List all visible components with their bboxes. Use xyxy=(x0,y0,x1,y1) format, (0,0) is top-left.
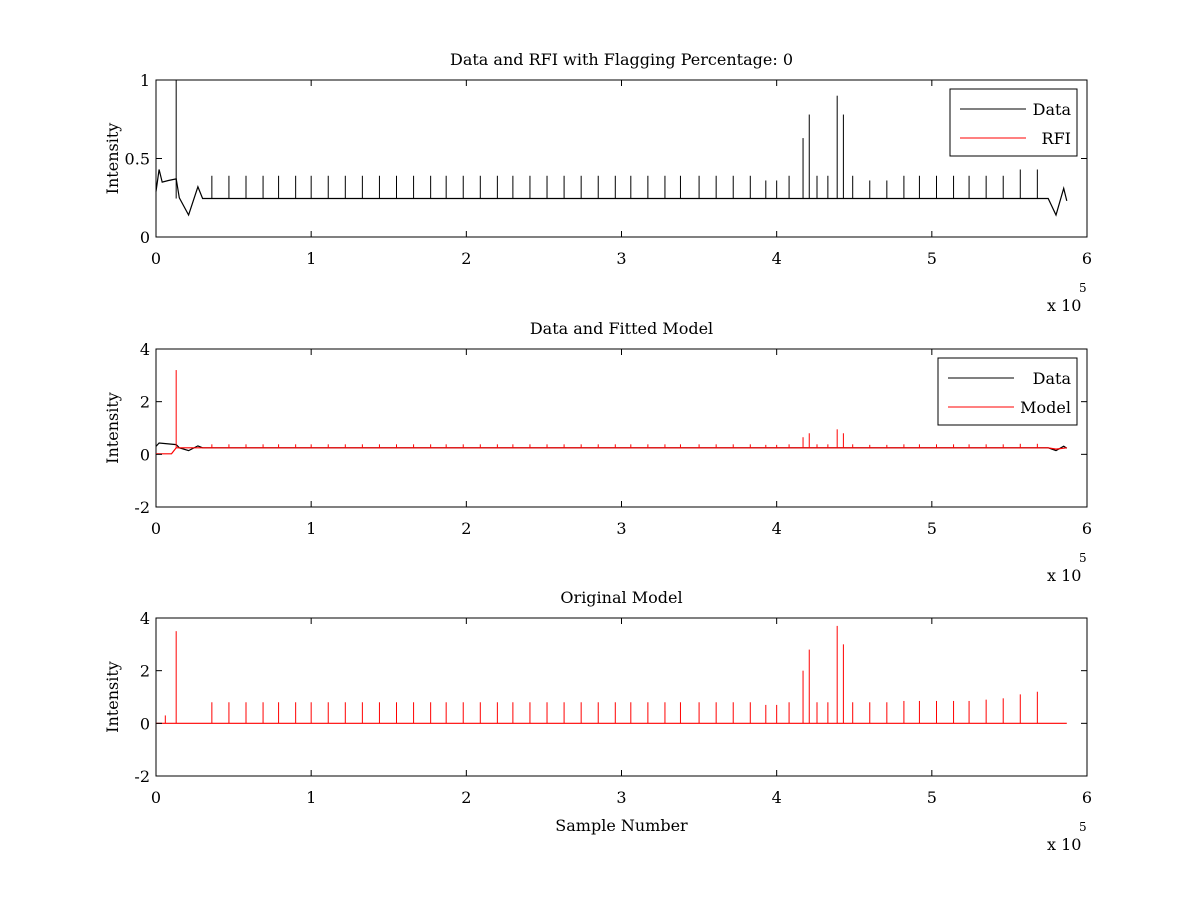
x-tick-label: 1 xyxy=(306,788,316,807)
x-tick-label: 2 xyxy=(461,249,471,268)
series-model xyxy=(156,625,1067,724)
y-tick-label: 0 xyxy=(140,445,150,464)
x-tick-label: 6 xyxy=(1082,249,1092,268)
legend: Data Model xyxy=(937,357,1078,426)
x-multiplier-exponent: 5 xyxy=(1079,281,1087,295)
x-tick-label: 1 xyxy=(306,249,316,268)
legend-label-model: Model xyxy=(1020,398,1071,417)
axes-frame xyxy=(155,79,1088,238)
axes-frame xyxy=(155,617,1088,777)
x-tick-label: 2 xyxy=(461,519,471,538)
y-axis-label: Intensity xyxy=(103,392,122,464)
y-tick-label: 0 xyxy=(140,714,150,733)
x-tick-label: 4 xyxy=(772,788,782,807)
legend-box xyxy=(937,357,1078,426)
y-tick-label: 4 xyxy=(140,340,150,359)
legend-box xyxy=(949,88,1078,157)
y-tick-label: -2 xyxy=(134,498,150,517)
x-multiplier-base: x 10 xyxy=(1047,835,1081,854)
legend-label-data: Data xyxy=(1033,369,1072,388)
x-axis-label: Sample Number xyxy=(555,816,688,835)
x-tick-label: 1 xyxy=(306,519,316,538)
subplot-title: Data and Fitted Model xyxy=(530,319,713,338)
y-tick-label: 4 xyxy=(140,609,150,628)
y-tick-label: 0.5 xyxy=(125,150,150,169)
series-data xyxy=(155,80,1068,217)
x-tick-label: 0 xyxy=(151,249,161,268)
legend-label-rfi: RFI xyxy=(1042,129,1071,148)
legend: Data RFI xyxy=(949,88,1078,157)
x-multiplier-exponent: 5 xyxy=(1079,820,1087,834)
axes-frame xyxy=(155,348,1088,508)
x-tick-label: 3 xyxy=(616,788,626,807)
y-axis-label: Intensity xyxy=(103,661,122,733)
y-tick-label: 2 xyxy=(140,662,150,681)
x-multiplier-base: x 10 xyxy=(1047,296,1081,315)
y-axis-label: Intensity xyxy=(103,123,122,195)
y-tick-label: 2 xyxy=(140,393,150,412)
x-multiplier-base: x 10 xyxy=(1047,566,1081,585)
x-tick-label: 6 xyxy=(1082,519,1092,538)
x-tick-label: 3 xyxy=(616,249,626,268)
x-tick-label: 5 xyxy=(927,519,937,538)
x-tick-label: 4 xyxy=(772,249,782,268)
x-tick-label: 5 xyxy=(927,249,937,268)
subplot-title: Original Model xyxy=(560,588,682,607)
x-tick-label: 6 xyxy=(1082,788,1092,807)
legend-label-data: Data xyxy=(1033,100,1072,119)
series-line xyxy=(156,447,1067,455)
y-tick-label: 0 xyxy=(140,228,150,247)
x-tick-label: 5 xyxy=(927,788,937,807)
x-tick-label: 0 xyxy=(151,788,161,807)
x-tick-label: 2 xyxy=(461,788,471,807)
x-tick-label: 0 xyxy=(151,519,161,538)
y-tick-label: -2 xyxy=(134,767,150,786)
subplot-1: 0 1 2 3 4 5 6 0 0.5 1 Data and RFI with Flagging P… xyxy=(103,50,1092,315)
series-line xyxy=(155,169,1068,217)
x-tick-label: 3 xyxy=(616,519,626,538)
y-tick-label: 1 xyxy=(140,71,150,90)
series-model xyxy=(156,370,1067,455)
x-tick-label: 4 xyxy=(772,519,782,538)
x-multiplier-exponent: 5 xyxy=(1079,551,1087,565)
subplot-title: Data and RFI with Flagging Percentage: 0 xyxy=(450,50,793,69)
